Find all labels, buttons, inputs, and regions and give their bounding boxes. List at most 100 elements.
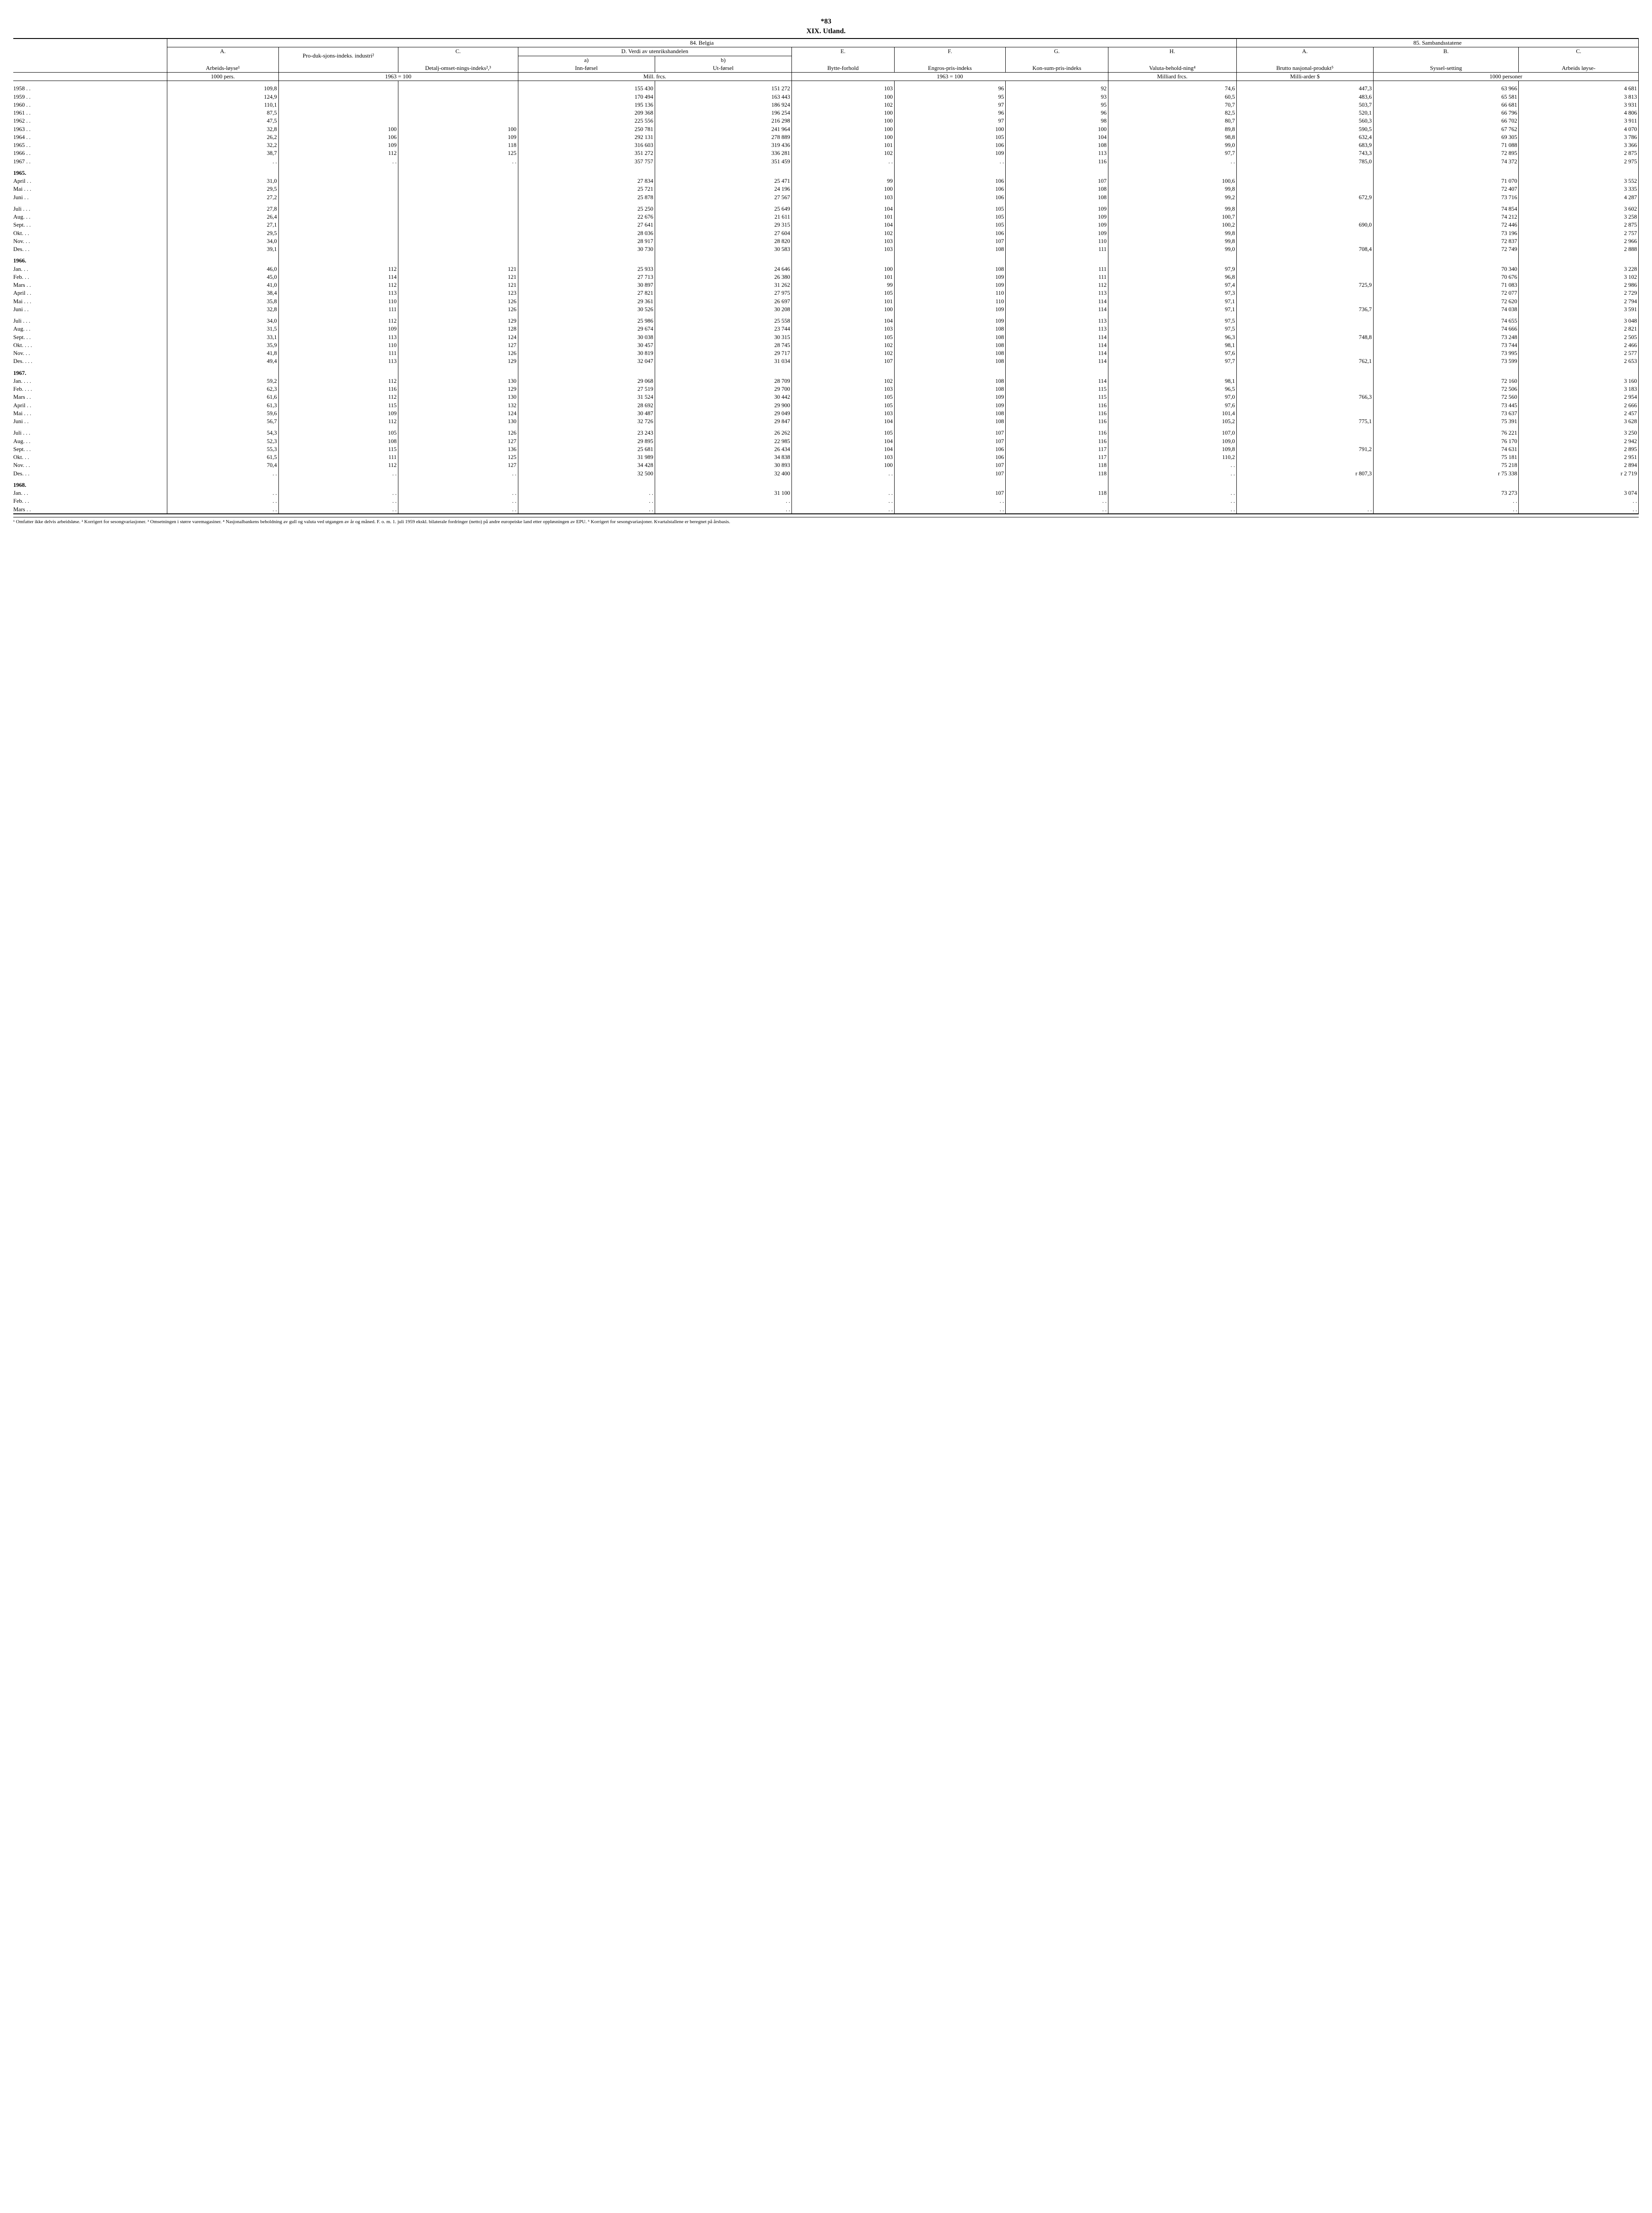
- cell: 103: [791, 385, 894, 393]
- cell: 108: [894, 417, 1005, 425]
- cell: 3 931: [1519, 101, 1639, 109]
- cell: 25 558: [655, 317, 791, 325]
- cell: 3 048: [1519, 317, 1639, 325]
- cell: [1236, 437, 1373, 445]
- table-row: Aug. . .52,310812729 89522 9851041071161…: [13, 437, 1639, 445]
- cell: 110,2: [1108, 453, 1236, 461]
- page-number: *83: [13, 18, 1639, 26]
- cell: [398, 101, 518, 109]
- table-row: Mars . .. .. .. .. .. .. .. .. .. .. .. …: [13, 505, 1639, 514]
- cell: 26,4: [167, 213, 278, 221]
- cell: 70,4: [167, 461, 278, 469]
- cell: 250 781: [518, 125, 655, 133]
- cell: 29 068: [518, 377, 655, 385]
- cell: [398, 221, 518, 229]
- cell: 28 692: [518, 401, 655, 409]
- cell: 66 796: [1373, 109, 1518, 117]
- cell: 130: [398, 377, 518, 385]
- cell: 29 895: [518, 437, 655, 445]
- cell: 74,6: [1108, 85, 1236, 93]
- cell: 100: [791, 305, 894, 313]
- row-label: Sept. . .: [13, 333, 167, 341]
- col-d: D. Verdi av utenrikshandelen: [518, 47, 791, 56]
- cell: 690,0: [1236, 221, 1373, 229]
- cell: 101,4: [1108, 409, 1236, 417]
- cell: 72 506: [1373, 385, 1518, 393]
- cell: 110: [278, 341, 398, 349]
- cell: 121: [398, 265, 518, 273]
- cell: 99,8: [1108, 237, 1236, 245]
- cell: 590,5: [1236, 125, 1373, 133]
- cell: 108: [894, 377, 1005, 385]
- cell: 30 487: [518, 409, 655, 417]
- spacer: [13, 366, 1639, 369]
- cell: 785,0: [1236, 158, 1373, 166]
- spacer: [13, 253, 1639, 257]
- cell: 100: [791, 93, 894, 101]
- cell: . .: [167, 489, 278, 497]
- cell: 73 273: [1373, 489, 1518, 497]
- cell: 72 749: [1373, 245, 1518, 253]
- cell: 28 745: [655, 341, 791, 349]
- cell: 127: [398, 341, 518, 349]
- cell: 95: [894, 93, 1005, 101]
- cell: 54,3: [167, 429, 278, 437]
- cell: 111: [278, 305, 398, 313]
- cell: 3 183: [1519, 385, 1639, 393]
- cell: 49,4: [167, 357, 278, 365]
- cell: . .: [167, 505, 278, 514]
- cell: [1236, 185, 1373, 193]
- cell: 56,7: [167, 417, 278, 425]
- cell: 632,4: [1236, 133, 1373, 141]
- cell: . .: [1373, 505, 1518, 514]
- row-label: Aug. . .: [13, 325, 167, 333]
- cell: 108: [1006, 141, 1108, 149]
- cell: . .: [791, 489, 894, 497]
- hdr-arbeids2: Arbeids løyse-: [1519, 64, 1639, 73]
- table-row: 1965 . .32,2109118316 603319 43610110610…: [13, 141, 1639, 149]
- cell: 126: [398, 305, 518, 313]
- cell: 100: [791, 461, 894, 469]
- cell: 105,2: [1108, 417, 1236, 425]
- cell: 2 975: [1519, 158, 1639, 166]
- cell: 101: [791, 297, 894, 305]
- cell: 110: [894, 289, 1005, 297]
- cell: 72 077: [1373, 289, 1518, 297]
- table-row: Des. . .39,130 73030 58310310811199,0708…: [13, 245, 1639, 253]
- row-label: Nov. . .: [13, 461, 167, 469]
- cell: 109: [278, 409, 398, 417]
- cell: 110: [894, 297, 1005, 305]
- cell: 76 221: [1373, 429, 1518, 437]
- cell: 115: [1006, 393, 1108, 401]
- table-row: Aug. . .31,510912829 67423 7441031081139…: [13, 325, 1639, 333]
- cell: 106: [894, 445, 1005, 453]
- cell: 3 602: [1519, 205, 1639, 213]
- cell: 30 457: [518, 341, 655, 349]
- cell: 93: [1006, 93, 1108, 101]
- table-row: Okt. . .29,528 03627 60410210610999,873 …: [13, 229, 1639, 237]
- cell: 103: [791, 193, 894, 201]
- cell: 97,9: [1108, 265, 1236, 273]
- cell: 128: [398, 325, 518, 333]
- cell: 27,1: [167, 221, 278, 229]
- cell: . .: [1519, 505, 1639, 514]
- table-row: Feb. . .. .. .. .. .. .. .. .. .. .. .. …: [13, 497, 1639, 505]
- cell: 3 552: [1519, 177, 1639, 185]
- cell: 65 581: [1373, 93, 1518, 101]
- cell: 100: [398, 125, 518, 133]
- cell: 97: [894, 101, 1005, 109]
- row-label: Juli . . .: [13, 205, 167, 213]
- cell: 98: [1006, 117, 1108, 125]
- cell: 71 070: [1373, 177, 1518, 185]
- row-label: Feb. . .: [13, 273, 167, 281]
- cell: 108: [894, 385, 1005, 393]
- cell: 28 709: [655, 377, 791, 385]
- table-row: 1960 . .110,1195 136186 924102979570,750…: [13, 101, 1639, 109]
- cell: 672,9: [1236, 193, 1373, 201]
- cell: 99: [791, 281, 894, 289]
- cell: 109: [894, 305, 1005, 313]
- cell: 30 819: [518, 349, 655, 357]
- row-label: Aug. . .: [13, 437, 167, 445]
- cell: 25 721: [518, 185, 655, 193]
- cell: 109: [894, 317, 1005, 325]
